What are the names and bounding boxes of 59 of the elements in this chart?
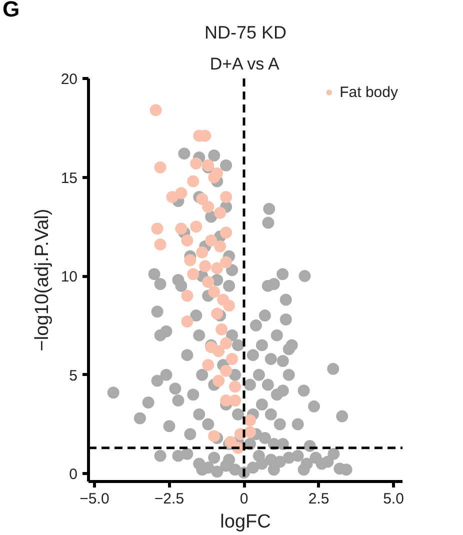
chart-title: ND-75 KD bbox=[204, 22, 287, 42]
point bbox=[211, 262, 224, 274]
point bbox=[199, 260, 212, 272]
point bbox=[187, 268, 200, 280]
point bbox=[214, 206, 226, 219]
point bbox=[205, 234, 218, 246]
point bbox=[244, 414, 256, 426]
point bbox=[244, 426, 256, 438]
point bbox=[220, 256, 232, 268]
point bbox=[202, 276, 214, 288]
point bbox=[196, 246, 208, 258]
x-tick-label: 0 bbox=[240, 490, 248, 508]
x-tick-label: 2.5 bbox=[308, 490, 330, 508]
point bbox=[208, 430, 220, 442]
point bbox=[175, 187, 188, 200]
point bbox=[226, 353, 238, 366]
y-tick-label: 5 bbox=[69, 367, 78, 384]
point bbox=[181, 315, 194, 328]
point bbox=[190, 220, 202, 233]
point bbox=[202, 358, 214, 371]
point bbox=[220, 226, 232, 239]
point bbox=[212, 374, 225, 387]
y-tick-label: 10 bbox=[60, 268, 78, 286]
point bbox=[181, 234, 194, 246]
point bbox=[202, 200, 214, 213]
point bbox=[150, 104, 162, 116]
point bbox=[175, 222, 188, 235]
y-tick-label: 20 bbox=[60, 71, 78, 88]
point bbox=[190, 157, 202, 170]
y-axis-title: −log10(adj.P.Val) bbox=[32, 208, 53, 352]
point bbox=[229, 380, 242, 393]
point bbox=[211, 308, 224, 320]
x-tick-label: −2.5 bbox=[154, 490, 184, 508]
legend-label: Fat body bbox=[340, 84, 398, 100]
point bbox=[214, 240, 226, 252]
point bbox=[166, 191, 178, 204]
x-tick-label: −5.0 bbox=[80, 490, 110, 508]
chart-subtitle: D+A vs A bbox=[210, 54, 280, 74]
point bbox=[154, 238, 166, 250]
point bbox=[187, 175, 200, 188]
y-tick-label: 15 bbox=[60, 170, 78, 187]
point bbox=[184, 254, 196, 266]
text: G bbox=[2, 0, 20, 22]
point bbox=[216, 323, 228, 336]
point bbox=[212, 345, 225, 358]
y-tick-label: 0 bbox=[69, 466, 78, 484]
x-axis-title: logFC bbox=[220, 512, 271, 532]
point bbox=[154, 161, 166, 174]
point bbox=[196, 193, 208, 205]
point bbox=[208, 171, 220, 184]
point bbox=[208, 286, 220, 298]
point bbox=[220, 364, 232, 377]
x-tick-label: 5.0 bbox=[383, 490, 404, 508]
point bbox=[223, 300, 236, 312]
point bbox=[151, 222, 164, 235]
point bbox=[229, 394, 242, 406]
point bbox=[181, 290, 194, 302]
point bbox=[220, 337, 232, 350]
point bbox=[220, 191, 232, 204]
